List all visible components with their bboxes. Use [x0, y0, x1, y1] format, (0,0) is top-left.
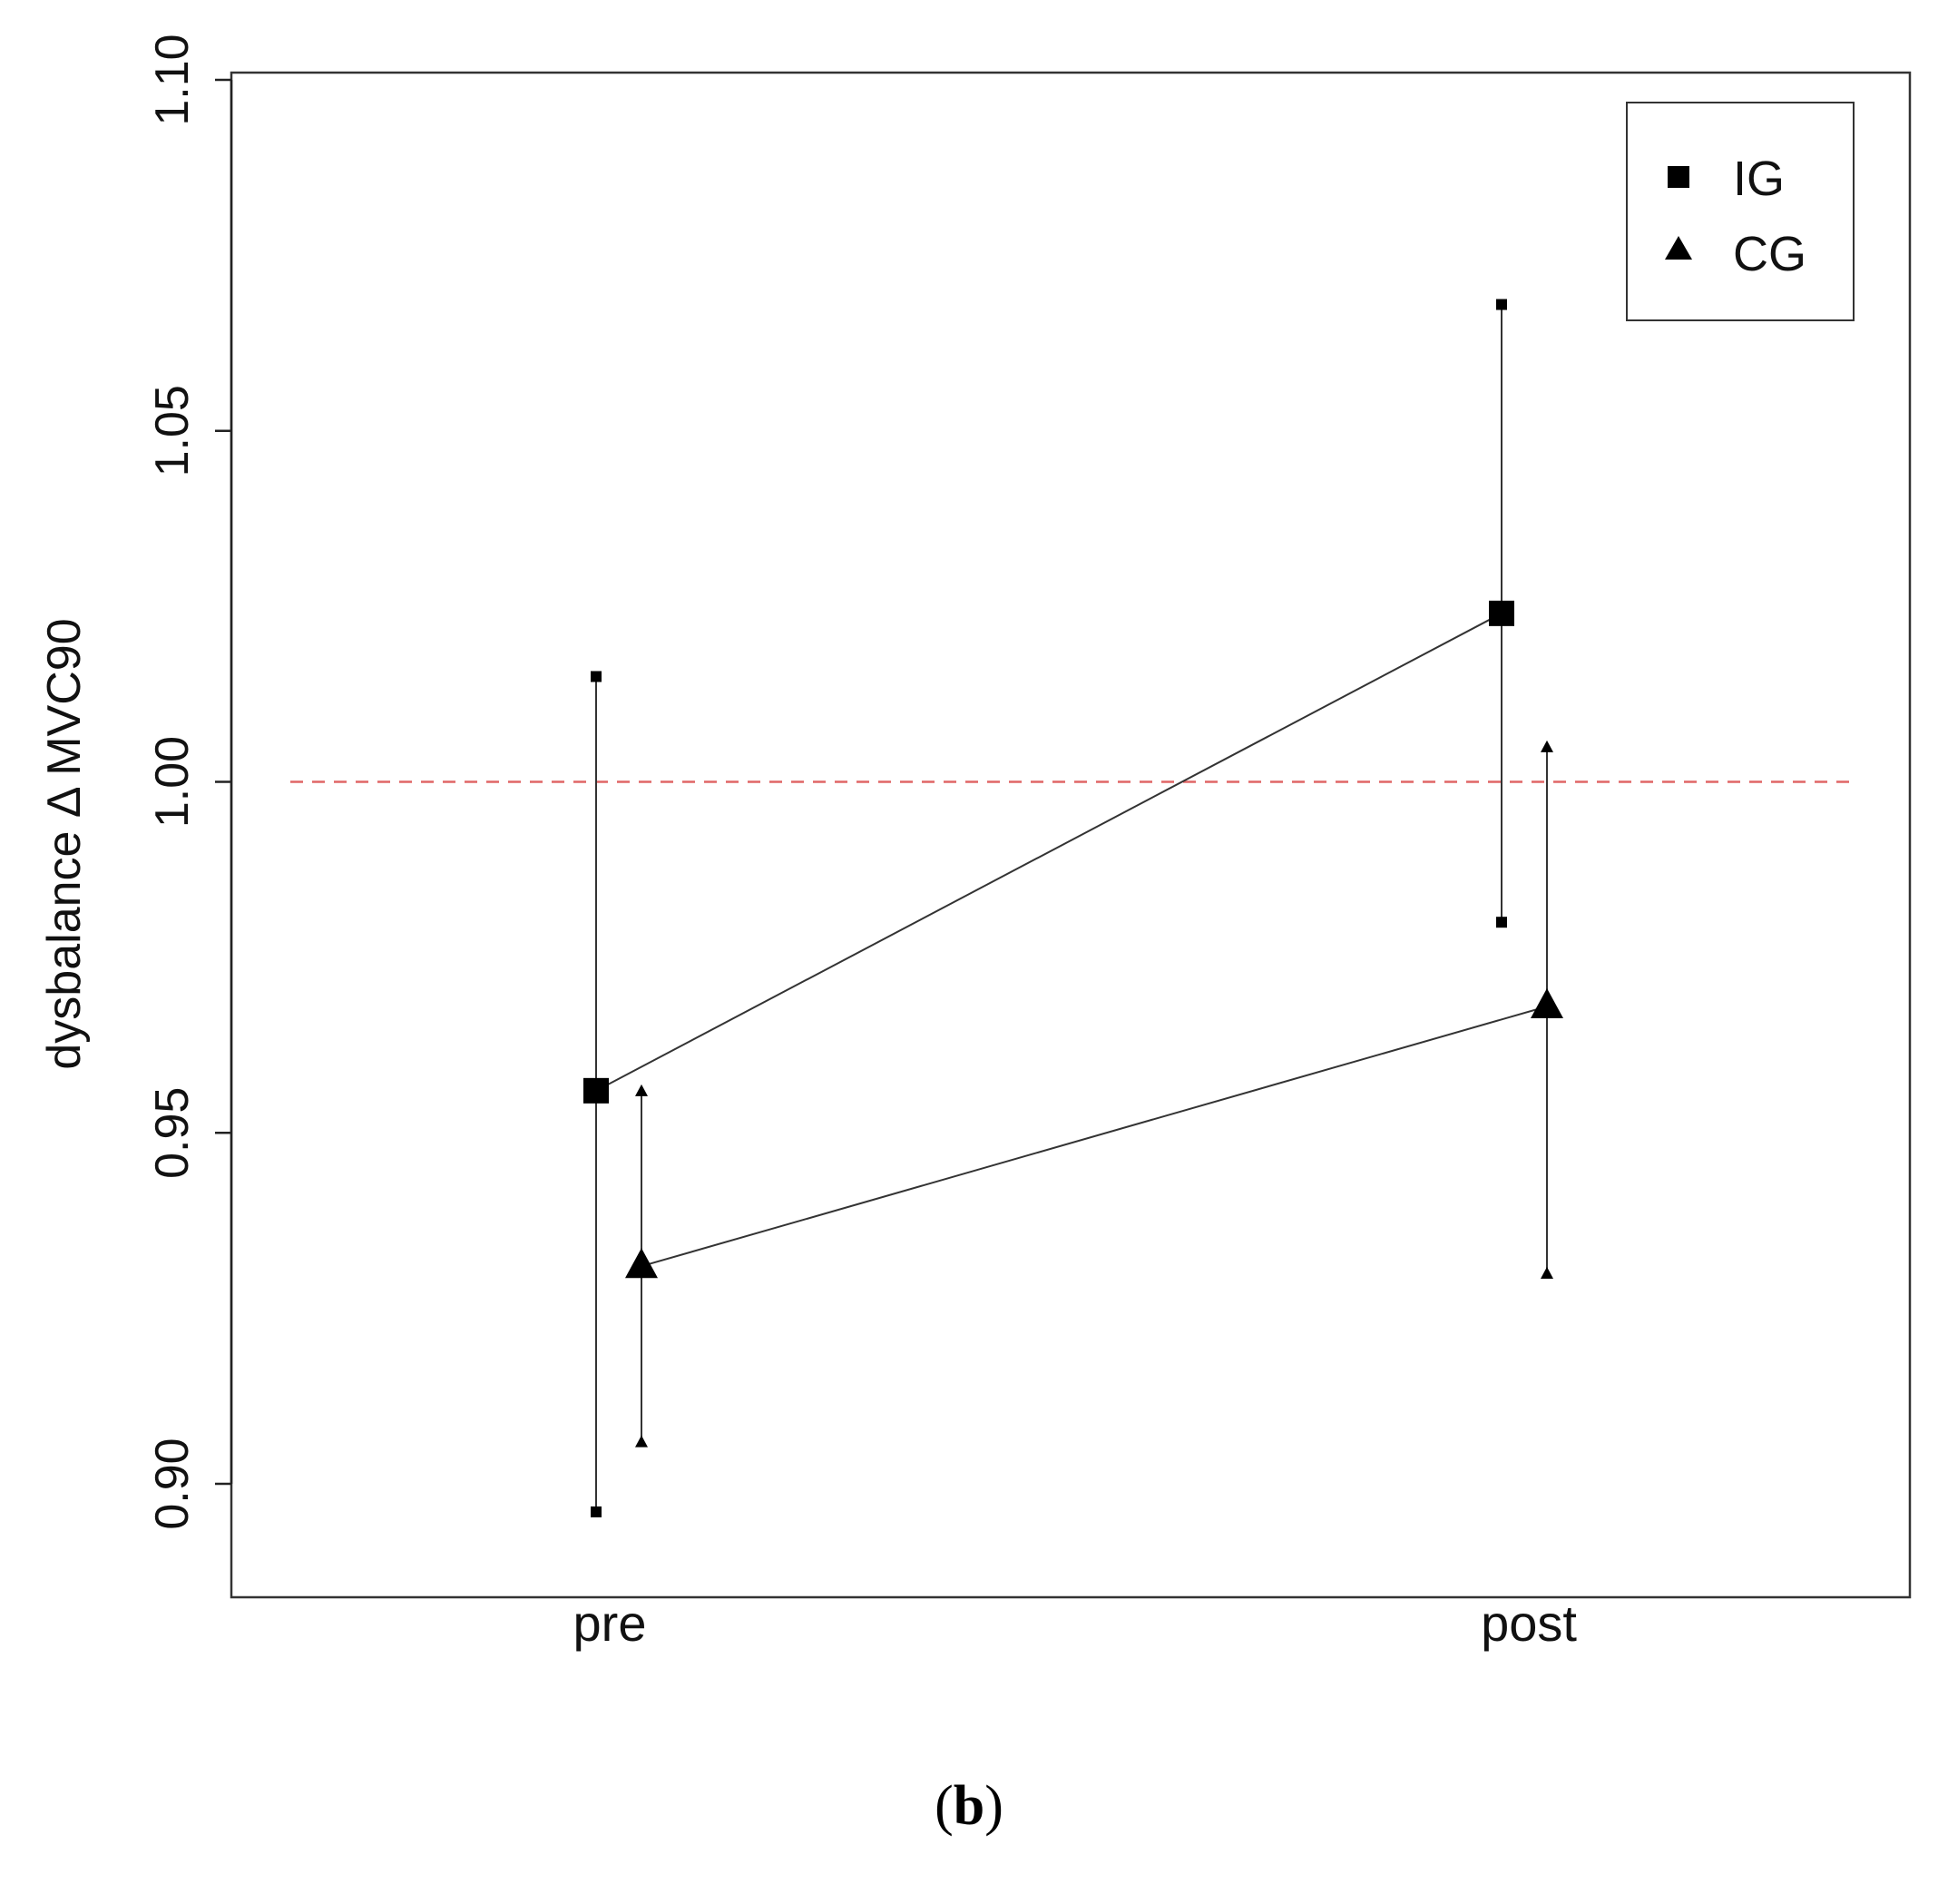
data-point-square — [583, 1077, 609, 1104]
error-cap-triangle — [635, 1084, 648, 1096]
x-axis: pre post — [573, 1595, 1578, 1652]
legend-square-marker — [1668, 166, 1689, 188]
legend-box — [1626, 102, 1855, 321]
y-tick-label: 1.00 — [146, 736, 199, 828]
caption-open: ( — [935, 1775, 954, 1837]
x-tick-label: post — [1481, 1595, 1577, 1652]
legend-label-cg: CG — [1733, 227, 1806, 281]
error-cap-square — [1496, 299, 1507, 310]
y-tick-label: 1.05 — [146, 385, 199, 476]
caption-letter: b — [953, 1775, 985, 1837]
error-cap-triangle — [1541, 1266, 1553, 1279]
caption-close: ) — [984, 1775, 1003, 1837]
y-tick-label: 0.95 — [146, 1087, 199, 1179]
data-point-triangle — [1531, 988, 1563, 1019]
series-line-ig — [595, 612, 1502, 1092]
legend-label-ig: IG — [1733, 152, 1785, 206]
error-cap-triangle — [1541, 740, 1553, 752]
error-cap-square — [1496, 917, 1507, 928]
figure-caption: (b) — [0, 1774, 1938, 1839]
error-cap-square — [591, 1506, 602, 1517]
y-tick-label: 1.10 — [146, 34, 199, 125]
y-tick-label: 0.90 — [146, 1438, 199, 1529]
error-cap-triangle — [635, 1435, 648, 1448]
error-cap-square — [591, 671, 602, 682]
y-axis: 0.90 0.95 1.00 1.05 1.10 — [146, 34, 233, 1530]
legend-triangle-marker — [1665, 236, 1692, 260]
series-line-cg — [641, 1006, 1548, 1268]
legend: IG CG — [1626, 102, 1855, 321]
data-point-square — [1489, 600, 1514, 626]
y-axis-label: dysbalance Δ MVC90 — [38, 618, 91, 1069]
series-layer — [583, 299, 1563, 1517]
x-tick-label: pre — [573, 1595, 647, 1652]
data-point-triangle — [625, 1248, 658, 1279]
